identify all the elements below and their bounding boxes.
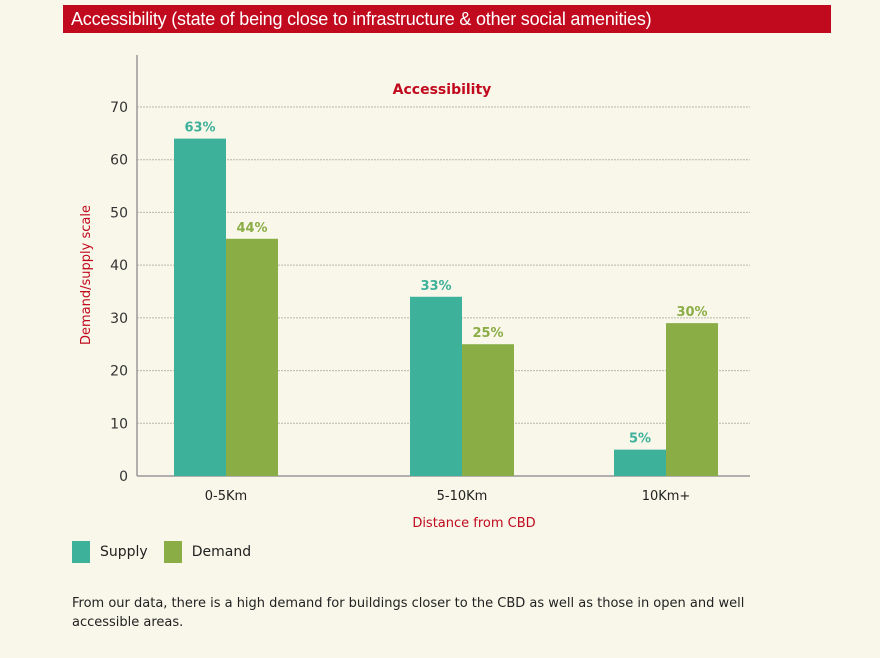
y-tick-label: 30 [110, 311, 128, 327]
y-tick-label: 0 [119, 469, 128, 485]
data-label-supply: 5% [629, 432, 651, 447]
summary-note: From our data, there is a high demand fo… [72, 596, 745, 630]
legend-swatch-demand [163, 541, 182, 563]
y-tick-label: 50 [110, 205, 128, 221]
data-label-supply: 33% [420, 279, 451, 294]
x-axis-categories: 0-5Km 5-10Km 10Km+ [205, 489, 691, 504]
bar-demand [226, 238, 278, 476]
bar-supply [410, 296, 462, 476]
y-tick-label: 20 [110, 364, 128, 380]
x-axis-label: Distance from CBD [412, 516, 535, 531]
chart-title: Accessibility [393, 82, 492, 98]
bar-supply [174, 138, 226, 476]
y-axis-ticks: 0 10 20 30 40 50 60 70 [110, 100, 128, 485]
y-tick-label: 60 [110, 153, 128, 169]
bars: 63% 44% 33% 25% 5% 30% [174, 121, 718, 476]
data-label-demand: 30% [676, 305, 707, 320]
legend-label-supply: Supply [100, 544, 148, 560]
legend-item-supply: Supply [72, 541, 148, 563]
data-label-demand: 25% [472, 326, 503, 341]
y-tick-label: 70 [110, 100, 128, 116]
bar-demand [666, 323, 718, 476]
legend: Supply Demand [72, 541, 267, 563]
bar-chart: 0 10 20 30 40 50 60 70 63% 44% 33% 25% 5% 30% 0-5Km 5… [79, 55, 750, 531]
y-tick-label: 10 [110, 416, 128, 432]
data-label-supply: 63% [184, 121, 215, 136]
x-tick-label: 10Km+ [642, 489, 691, 504]
y-tick-label: 40 [110, 258, 128, 274]
legend-swatch-supply [72, 541, 90, 563]
x-tick-label: 5-10Km [437, 489, 488, 504]
legend-item-demand: Demand [163, 541, 252, 563]
bar-demand [462, 344, 514, 476]
y-axis-label: Demand/supply scale [79, 205, 94, 345]
bar-supply [614, 449, 666, 476]
legend-label-demand: Demand [191, 544, 252, 560]
data-label-demand: 44% [236, 221, 267, 236]
header-title: Accessibility (state of being close to i… [63, 5, 831, 33]
x-tick-label: 0-5Km [205, 489, 247, 504]
